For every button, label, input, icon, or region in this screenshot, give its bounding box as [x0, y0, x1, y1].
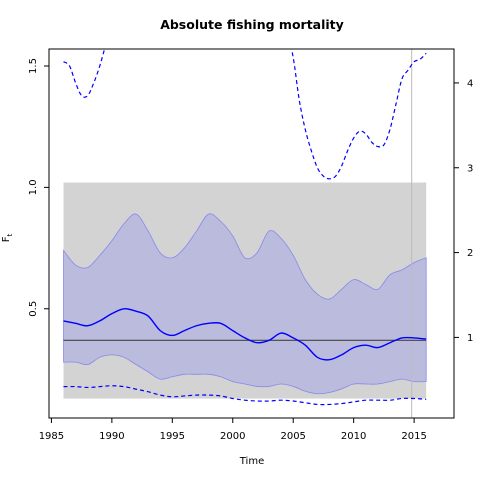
y-axis-title-main: F	[1, 236, 12, 242]
y-tick-label: 0.5	[28, 301, 39, 317]
x-tick-label: 1995	[160, 431, 185, 442]
x-tick-label: 2010	[341, 431, 366, 442]
x-tick-label: 1985	[39, 431, 64, 442]
y-axis: 0.5 1.0 1.5	[28, 58, 49, 317]
dashed-series-line-1	[63, 49, 106, 98]
confidence-band	[63, 213, 427, 395]
y-tick-label: 1.0	[28, 179, 39, 195]
x-axis-title: Time	[239, 456, 264, 467]
y2-tick-label: 3	[467, 163, 473, 174]
y2-tick-label: 1	[467, 333, 473, 344]
plot-frame	[48, 48, 455, 419]
y2-tick-label: 4	[467, 78, 473, 89]
x-axis: 1985 1990 1995 2000 2005 2010 2015	[39, 418, 427, 442]
plot-area	[63, 49, 427, 418]
x-tick-label: 2005	[280, 431, 305, 442]
estimate-line	[63, 307, 427, 361]
y-axis-title-subscript: t	[6, 233, 14, 236]
y2-tick-label: 2	[467, 248, 473, 259]
y-tick-label: 1.5	[28, 58, 39, 74]
y-axis-right: 1 2 3 4	[454, 78, 473, 344]
dashed-series-line-2	[290, 49, 427, 180]
plot-content	[63, 49, 427, 418]
chart-title: Absolute fishing mortality	[160, 17, 344, 32]
x-tick-label: 2000	[220, 431, 245, 442]
dashed-series-line-3	[63, 385, 427, 406]
x-tick-label: 1990	[99, 431, 124, 442]
x-tick-label: 2015	[401, 431, 426, 442]
y-axis-title: Ft	[1, 233, 14, 242]
